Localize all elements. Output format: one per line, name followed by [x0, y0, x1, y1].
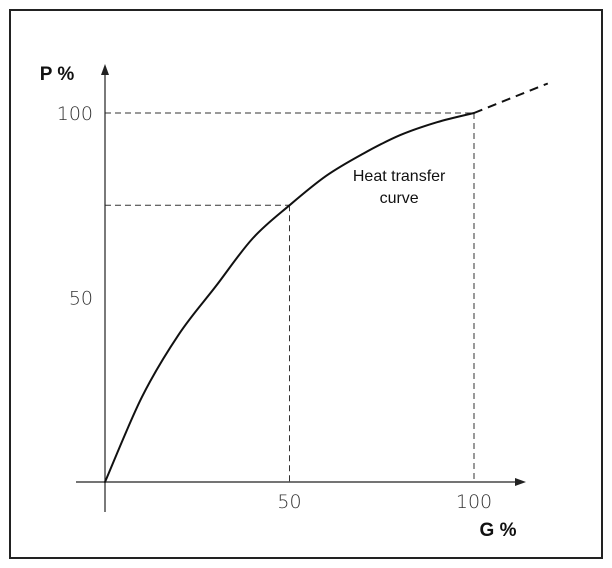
figure-frame [9, 9, 603, 559]
y-tick-label-100: 100 [57, 103, 93, 125]
y-axis-label: P % [40, 64, 75, 85]
annotation-line-1: Heat transfer [353, 168, 446, 185]
annotation-line-2: curve [380, 190, 419, 207]
x-tick-label-50: 50 [277, 491, 301, 513]
x-axis-label: G % [480, 520, 517, 541]
x-tick-label-100: 100 [456, 491, 492, 513]
plot-area: 50 100 50 100 P % G % Heat transfer curve [40, 64, 549, 541]
y-axis-arrow-icon [101, 64, 109, 75]
y-tick-label-50: 50 [69, 288, 93, 310]
curve-extension-dashed [473, 82, 549, 114]
heat-transfer-curve [104, 112, 475, 483]
x-axis-arrow-icon [515, 478, 526, 486]
